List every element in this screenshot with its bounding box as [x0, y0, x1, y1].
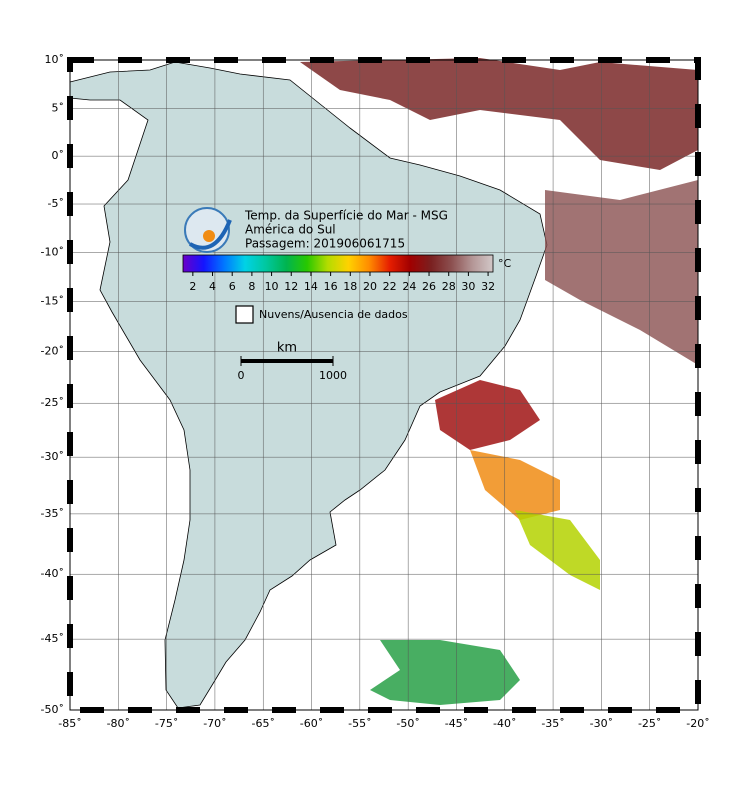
- scale-unit: km: [277, 341, 297, 356]
- lon-tick-label: -50˚: [396, 717, 419, 730]
- lon-tick-label: -20˚: [686, 717, 709, 730]
- colorbar-tick-label: 24: [402, 280, 416, 293]
- lat-tick-label: 0˚: [52, 149, 65, 162]
- lon-tick-label: -75˚: [155, 717, 178, 730]
- lon-tick-label: -55˚: [348, 717, 371, 730]
- colorbar-tick-label: 4: [209, 280, 216, 293]
- lat-tick-label: -10˚: [41, 245, 64, 258]
- logo: [184, 207, 232, 253]
- colorbar-tick-label: 30: [461, 280, 475, 293]
- lon-tick-label: -70˚: [203, 717, 226, 730]
- scale-bar: [241, 359, 333, 363]
- colorbar-tick-label: 20: [363, 280, 377, 293]
- title-line: América do Sul: [245, 223, 336, 237]
- sst-south-cool: [515, 510, 600, 590]
- lat-tick-label: -5˚: [48, 197, 64, 210]
- lon-tick-label: -30˚: [590, 717, 613, 730]
- colorbar-tick-label: 6: [229, 280, 236, 293]
- map-layers: [69, 58, 699, 711]
- lon-tick-label: -35˚: [541, 717, 564, 730]
- colorbar-tick-label: 22: [383, 280, 397, 293]
- lon-tick-label: -65˚: [251, 717, 274, 730]
- sst-east: [545, 180, 698, 365]
- colorbar-tick-label: 26: [422, 280, 436, 293]
- sst-far-south: [370, 640, 520, 705]
- colorbar-tick-label: 2: [189, 280, 196, 293]
- colorbar-tick-label: 14: [304, 280, 318, 293]
- lat-tick-label: 5˚: [52, 101, 65, 114]
- colorbar-tick-label: 8: [248, 280, 255, 293]
- sst-south-mid: [470, 450, 560, 520]
- legend-swatch: [235, 305, 254, 324]
- lat-tick-label: -30˚: [41, 450, 64, 463]
- lat-tick-label: -25˚: [41, 396, 64, 409]
- colorbar-tick-label: 18: [343, 280, 357, 293]
- sst-north: [300, 58, 698, 170]
- legend-label: Nuvens/Ausencia de dados: [259, 308, 408, 321]
- lon-tick-label: -80˚: [107, 717, 130, 730]
- lat-tick-label: -45˚: [41, 632, 64, 645]
- lat-tick-label: -20˚: [41, 344, 64, 357]
- colorbar-unit: °C: [498, 257, 512, 270]
- colorbar-tick-label: 32: [481, 280, 495, 293]
- colorbar-tick-label: 16: [324, 280, 338, 293]
- lon-tick-label: -25˚: [638, 717, 661, 730]
- lat-tick-label: -35˚: [41, 507, 64, 520]
- lat-tick-label: 10˚: [45, 53, 65, 66]
- sst-south-warm: [435, 380, 540, 450]
- colorbar-tick-label: 10: [265, 280, 279, 293]
- colorbar-tick-label: 28: [442, 280, 456, 293]
- lat-tick-label: -50˚: [41, 703, 64, 716]
- scale-tick-label: 0: [238, 369, 245, 382]
- map-border: [69, 59, 699, 711]
- colorbar-tick-label: 12: [284, 280, 298, 293]
- title-line: Temp. da Superfície do Mar - MSG: [244, 209, 448, 223]
- lon-tick-label: -40˚: [493, 717, 516, 730]
- title-line: Passagem: 201906061715: [245, 237, 405, 251]
- colorbar: [182, 254, 494, 273]
- lon-tick-label: -45˚: [445, 717, 468, 730]
- lat-tick-label: -40˚: [41, 567, 64, 580]
- scale-tick-label: 1000: [319, 369, 347, 382]
- lon-tick-label: -60˚: [300, 717, 323, 730]
- lon-tick-label: -85˚: [58, 717, 81, 730]
- lat-tick-label: -15˚: [41, 294, 64, 307]
